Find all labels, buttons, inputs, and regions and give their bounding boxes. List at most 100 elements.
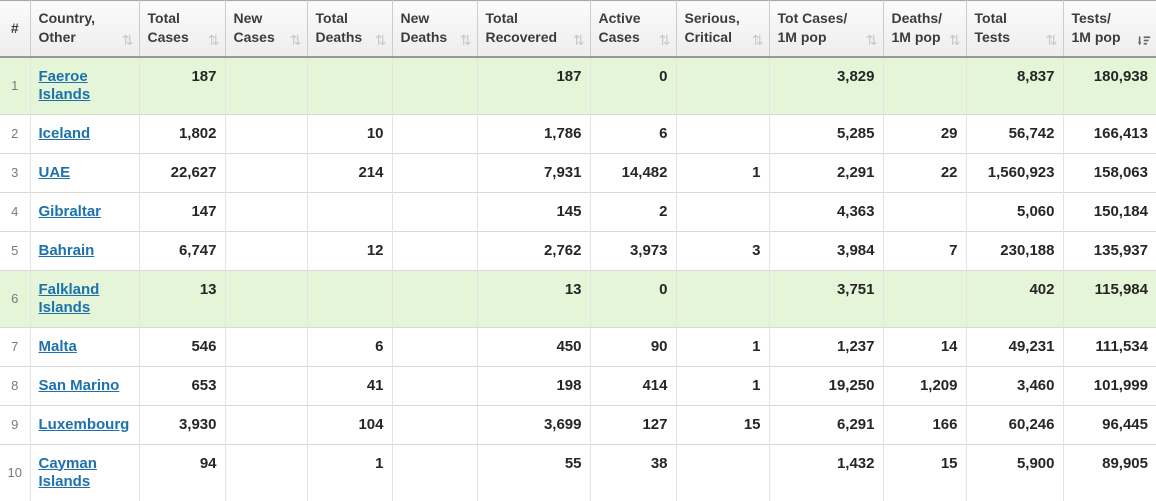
cell-total_cases: 22,627: [138, 152, 225, 192]
column-label: Serious, Critical: [684, 10, 740, 45]
cell-total_tests: 230,188: [965, 230, 1063, 270]
table-row: 6 Falkland Islands 13 13 0 3,751 402 115,984: [0, 269, 1156, 327]
sort-toggle-icon: ⇅: [207, 31, 220, 48]
sort-toggle-icon: ⇅: [374, 31, 387, 48]
cell-active_cases: 0: [589, 269, 676, 327]
cell-rank: 3: [0, 152, 30, 192]
country-link[interactable]: Luxembourg: [38, 415, 130, 433]
cell-new_cases: [224, 269, 307, 327]
country-link[interactable]: Malta: [38, 337, 77, 355]
table-row: 8 San Marino 653 41 198 414 1 19,250 1,209 3,460 1…: [0, 365, 1156, 405]
column-header-deaths_1m[interactable]: Deaths/1M pop ⇅: [882, 0, 966, 58]
cell-new_cases: [224, 365, 307, 405]
cell-deaths_1m: 22: [882, 152, 966, 192]
cell-new_cases: [224, 113, 307, 153]
column-header-active_cases[interactable]: Active Cases ⇅: [589, 0, 676, 58]
cell-tot_cases_1m: 3,984: [768, 230, 883, 270]
column-header-total_cases[interactable]: Total Cases ⇅: [138, 0, 225, 58]
cell-new_cases: [224, 230, 307, 270]
cell-active_cases: 6: [589, 113, 676, 153]
cell-tot_cases_1m: 2,291: [768, 152, 883, 192]
cell-total_deaths: 10: [306, 113, 392, 153]
cell-serious_critical: [675, 443, 769, 501]
cell-country: Bahrain: [29, 230, 139, 270]
cell-total_tests: 402: [965, 269, 1063, 327]
cell-tests_1m: 89,905: [1062, 443, 1156, 501]
cell-tot_cases_1m: 5,285: [768, 113, 883, 153]
cell-rank: 10: [0, 443, 30, 501]
column-header-country[interactable]: Country, Other ⇅: [29, 0, 139, 58]
column-header-tests_1m[interactable]: Tests/1M pop: [1062, 0, 1156, 58]
cell-total_recovered: 13: [476, 269, 590, 327]
cell-rank: 5: [0, 230, 30, 270]
sort-toggle-icon: ⇅: [1045, 31, 1058, 48]
cell-total_deaths: 12: [306, 230, 392, 270]
column-header-total_recovered[interactable]: Total Recovered ⇅: [476, 0, 590, 58]
cell-total_cases: 653: [138, 365, 225, 405]
cell-new_deaths: [391, 152, 477, 192]
cell-rank: 8: [0, 365, 30, 405]
cell-new_deaths: [391, 191, 477, 231]
sort-toggle-icon: ⇅: [751, 31, 764, 48]
cell-country: Falkland Islands: [29, 269, 139, 327]
cell-total_tests: 60,246: [965, 404, 1063, 444]
cell-active_cases: 38: [589, 443, 676, 501]
sort-desc-icon: [1138, 34, 1151, 47]
cell-tot_cases_1m: 4,363: [768, 191, 883, 231]
table-row: 9 Luxembourg 3,930 104 3,699 127 15 6,291 166 60,…: [0, 404, 1156, 444]
cell-rank: 9: [0, 404, 30, 444]
cell-total_cases: 1,802: [138, 113, 225, 153]
country-link[interactable]: Faeroe Islands: [38, 67, 91, 103]
cell-rank: 6: [0, 269, 30, 327]
cell-tests_1m: 101,999: [1062, 365, 1156, 405]
column-header-tot_cases_1m[interactable]: Tot Cases/1M pop ⇅: [768, 0, 883, 58]
country-link[interactable]: San Marino: [38, 376, 120, 394]
cell-tot_cases_1m: 1,432: [768, 443, 883, 501]
cell-new_deaths: [391, 56, 477, 114]
cell-new_cases: [224, 56, 307, 114]
country-link[interactable]: Bahrain: [38, 241, 95, 259]
column-header-new_deaths[interactable]: New Deaths ⇅: [391, 0, 477, 58]
column-label: Total Tests: [974, 10, 1011, 45]
cell-active_cases: 14,482: [589, 152, 676, 192]
cell-tests_1m: 180,938: [1062, 56, 1156, 114]
cell-total_recovered: 450: [476, 326, 590, 366]
table-row: 4 Gibraltar 147 145 2 4,363 5,060 150,184: [0, 191, 1156, 231]
cell-total_recovered: 1,786: [476, 113, 590, 153]
cell-country: UAE: [29, 152, 139, 192]
cell-tot_cases_1m: 3,829: [768, 56, 883, 114]
cell-tests_1m: 96,445: [1062, 404, 1156, 444]
cell-total_tests: 1,560,923: [965, 152, 1063, 192]
cell-total_recovered: 2,762: [476, 230, 590, 270]
cell-total_tests: 5,900: [965, 443, 1063, 501]
cell-country: Gibraltar: [29, 191, 139, 231]
cell-tests_1m: 115,984: [1062, 269, 1156, 327]
country-link[interactable]: Falkland Islands: [38, 280, 100, 316]
column-header-serious_critical[interactable]: Serious, Critical ⇅: [675, 0, 769, 58]
column-label: Total Recovered: [485, 10, 558, 45]
column-header-new_cases[interactable]: New Cases ⇅: [224, 0, 307, 58]
column-label: Tests/1M pop: [1071, 10, 1121, 45]
cell-total_deaths: [306, 56, 392, 114]
sort-toggle-icon: ⇅: [658, 31, 671, 48]
table-header: # Country, Other ⇅ Total Cases ⇅ New Cases ⇅ Total…: [0, 0, 1156, 58]
cell-country: Luxembourg: [29, 404, 139, 444]
cell-serious_critical: [675, 269, 769, 327]
cell-rank: 7: [0, 326, 30, 366]
column-label: Tot Cases/1M pop: [777, 10, 848, 45]
cell-total_recovered: 3,699: [476, 404, 590, 444]
cell-total_deaths: 1: [306, 443, 392, 501]
column-header-total_deaths[interactable]: Total Deaths ⇅: [306, 0, 392, 58]
country-link[interactable]: Gibraltar: [38, 202, 102, 220]
country-link[interactable]: Cayman Islands: [38, 454, 97, 490]
column-header-total_tests[interactable]: Total Tests ⇅: [965, 0, 1063, 58]
country-link[interactable]: UAE: [38, 163, 71, 181]
cell-tot_cases_1m: 19,250: [768, 365, 883, 405]
cell-total_deaths: 104: [306, 404, 392, 444]
cell-active_cases: 3,973: [589, 230, 676, 270]
cell-total_cases: 94: [138, 443, 225, 501]
country-link[interactable]: Iceland: [38, 124, 91, 142]
sort-toggle-icon: ⇅: [948, 31, 961, 48]
cell-active_cases: 0: [589, 56, 676, 114]
cell-country: San Marino: [29, 365, 139, 405]
